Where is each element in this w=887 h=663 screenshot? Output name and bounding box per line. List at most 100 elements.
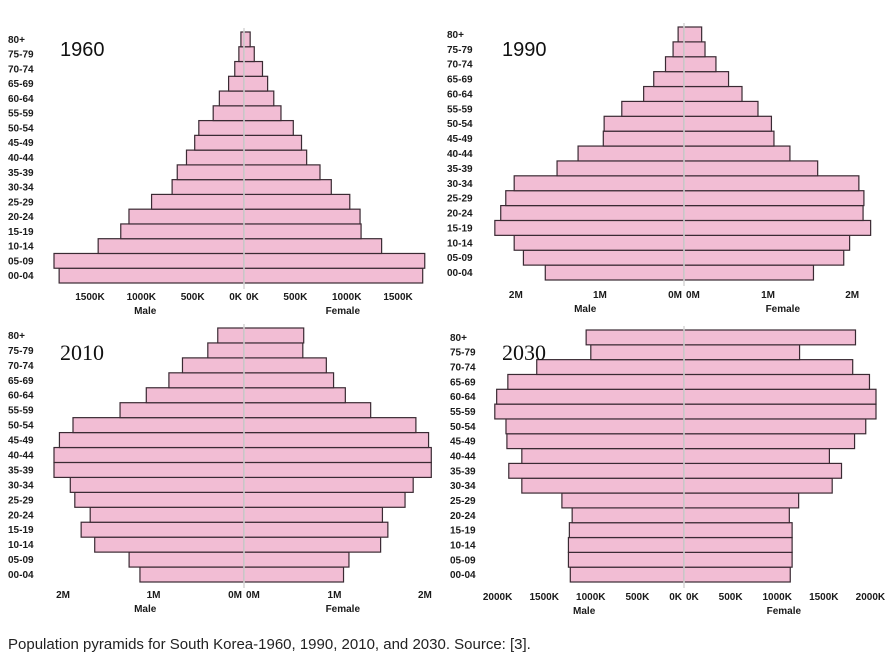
female-bar-2010-60-64 [243,387,346,404]
male-bar-1960-00-04 [58,267,245,284]
female-bar-2030-00-04 [683,566,791,583]
age-label-1990-30-34: 30-34 [447,179,473,190]
male-bar-2010-35-39 [53,461,245,479]
male-bar-2030-60-64 [496,388,685,405]
age-label-2010-00-04: 00-04 [8,570,34,581]
female-bar-1990-20-24 [683,204,864,222]
male-bar-2030-05-09 [567,551,685,568]
female-bar-1990-50-54 [683,115,773,132]
tick-left-2030-4: 0K [669,592,683,603]
male-bar-2030-25-29 [561,492,685,509]
male-bar-2010-80+ [217,327,245,344]
male-bar-2010-10-14 [94,536,245,553]
male-bar-1960-75-79 [238,46,245,63]
female-bar-2010-50-54 [243,417,417,434]
tick-left-1960-0: 1500K [75,292,105,303]
age-label-2030-15-19: 15-19 [450,526,476,537]
age-label-2030-10-14: 10-14 [450,540,476,551]
male-bar-2030-20-24 [571,507,685,524]
age-label-2030-00-04: 00-04 [450,570,476,581]
female-bar-1960-30-34 [243,179,332,196]
female-bar-1990-35-39 [683,160,819,177]
age-label-1960-55-59: 55-59 [8,109,34,120]
tick-right-1960-3: 1500K [383,292,413,303]
female-bar-2030-20-24 [683,507,790,524]
female-bar-2010-15-19 [243,521,389,538]
age-label-2030-30-34: 30-34 [450,481,476,492]
age-label-1960-25-29: 25-29 [8,197,34,208]
female-bar-1960-40-44 [243,149,308,166]
age-label-2030-80+: 80+ [450,333,467,344]
female-bar-2010-10-14 [243,536,382,553]
female-bar-2030-60-64 [683,388,877,405]
male-bar-1990-60-64 [643,85,685,103]
figure-caption: Population pyramids for South Korea-1960… [8,636,531,653]
female-bar-1990-05-09 [683,249,845,266]
female-bar-2030-40-44 [683,447,830,465]
male-bar-1990-05-09 [522,249,685,266]
male-bar-1960-30-34 [171,179,245,196]
age-label-1990-70-74: 70-74 [447,60,473,71]
tick-left-1990-1: 1M [593,290,607,301]
age-label-1960-30-34: 30-34 [8,183,34,194]
female-bar-1960-50-54 [243,119,294,136]
age-label-1960-15-19: 15-19 [8,227,34,238]
age-label-2030-60-64: 60-64 [450,392,476,403]
age-label-2010-40-44: 40-44 [8,451,34,462]
female-bar-2030-35-39 [683,462,843,479]
age-label-1960-75-79: 75-79 [8,50,34,61]
male-bar-1960-50-54 [198,119,245,136]
male-bar-2010-50-54 [72,417,245,434]
tick-right-2030-1: 500K [719,592,744,603]
male-bar-2030-45-49 [506,433,685,450]
age-label-2030-75-79: 75-79 [450,348,476,359]
tick-right-1990-1: 1M [761,290,775,301]
male-bar-2010-40-44 [53,446,245,464]
tick-left-1960-3: 0K [229,292,243,303]
female-bar-2010-00-04 [243,566,345,583]
female-bar-1990-75-79 [683,41,706,58]
xlabel-female-1990: Female [766,304,801,315]
female-bar-2030-05-09 [683,551,793,568]
female-bar-1990-60-64 [683,85,743,103]
male-bar-2030-40-44 [521,447,685,465]
male-bar-1960-20-24 [128,208,245,225]
male-bar-2030-50-54 [505,418,685,435]
male-bar-1960-05-09 [53,252,245,269]
chart-title-1990: 1990 [502,39,547,61]
xlabel-female-1960: Female [326,306,361,317]
male-bar-1990-40-44 [577,145,685,162]
age-label-1960-80+: 80+ [8,35,25,46]
female-bar-2010-35-39 [243,461,432,479]
tick-right-1960-1: 500K [283,292,308,303]
age-label-1990-55-59: 55-59 [447,104,473,115]
female-bar-1990-65-69 [683,71,730,88]
female-bar-1990-80+ [683,26,703,43]
age-label-1990-10-14: 10-14 [447,238,473,249]
female-bar-2010-45-49 [243,431,430,449]
female-bar-1960-25-29 [243,193,351,210]
tick-right-1990-0: 0M [686,290,700,301]
tick-left-1960-2: 500K [181,292,206,303]
age-label-2030-65-69: 65-69 [450,377,476,388]
male-bar-2010-55-59 [119,402,245,419]
male-bar-2010-60-64 [145,387,245,404]
female-bar-2010-20-24 [243,506,384,523]
tick-right-2030-0: 0K [686,592,700,603]
tick-right-1990-2: 2M [845,290,859,301]
age-label-1960-50-54: 50-54 [8,123,34,134]
male-bar-2010-70-74 [181,357,245,374]
male-bar-1960-60-64 [218,90,245,107]
male-bar-1960-25-29 [150,193,245,210]
age-label-1990-00-04: 00-04 [447,268,473,279]
female-bar-1960-65-69 [243,75,269,92]
female-bar-1990-45-49 [683,130,775,147]
tick-left-2030-2: 1000K [576,592,606,603]
female-bar-2010-25-29 [243,491,406,508]
female-bar-2030-75-79 [683,344,801,361]
female-bar-2030-50-54 [683,418,867,435]
age-label-2030-45-49: 45-49 [450,437,476,448]
age-label-2010-70-74: 70-74 [8,361,34,372]
male-bar-2010-25-29 [74,491,245,508]
xlabel-male-1960: Male [134,306,157,317]
